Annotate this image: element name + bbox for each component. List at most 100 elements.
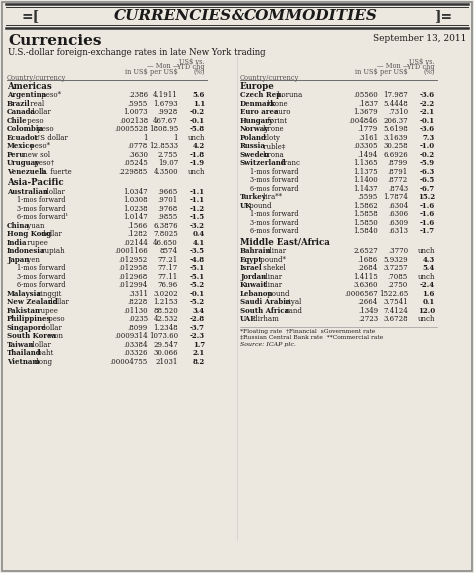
Text: Israel: Israel: [240, 264, 263, 272]
Text: -3.6: -3.6: [420, 125, 435, 134]
Text: -1.8: -1.8: [190, 151, 205, 159]
Text: 8.2: 8.2: [193, 358, 205, 366]
Text: .6313: .6313: [388, 227, 408, 236]
Text: YTD chg: YTD chg: [176, 63, 205, 71]
Text: 1.7: 1.7: [193, 341, 205, 349]
Text: Japan: Japan: [7, 256, 29, 264]
Text: Source: ICAP plc.: Source: ICAP plc.: [240, 342, 296, 347]
Text: in US$: in US$: [355, 68, 378, 76]
Text: 3.6360: 3.6360: [354, 281, 378, 289]
Text: .03305: .03305: [354, 142, 378, 150]
Text: -1.0: -1.0: [420, 142, 435, 150]
Text: 5.6: 5.6: [192, 91, 205, 99]
Text: Americas: Americas: [7, 82, 52, 91]
Text: (%): (%): [423, 68, 435, 76]
Text: .03384: .03384: [124, 341, 148, 349]
Text: rand: rand: [283, 307, 301, 315]
Text: 3.4: 3.4: [193, 307, 205, 315]
Text: -2.4: -2.4: [420, 281, 435, 289]
Text: September 13, 2011: September 13, 2011: [373, 34, 466, 43]
Text: 1.1375: 1.1375: [354, 168, 378, 176]
Text: -0.1: -0.1: [190, 117, 205, 125]
Text: ruble‡: ruble‡: [261, 142, 286, 150]
Text: 3-mos forward: 3-mos forward: [250, 176, 299, 185]
Text: 21031: 21031: [155, 358, 178, 366]
Text: -5.9: -5.9: [420, 159, 435, 167]
Text: .8799: .8799: [388, 159, 408, 167]
Text: 1808.95: 1808.95: [149, 125, 178, 134]
Text: krona: krona: [261, 151, 284, 159]
Text: .012968: .012968: [119, 273, 148, 281]
Text: -1.1: -1.1: [190, 188, 205, 196]
Text: -3.2: -3.2: [190, 222, 205, 230]
Text: new sol: new sol: [21, 151, 50, 159]
Text: 4.2: 4.2: [193, 142, 205, 150]
Text: 42.532: 42.532: [154, 315, 178, 323]
Text: Kuwait: Kuwait: [240, 281, 268, 289]
Text: .02144: .02144: [123, 239, 148, 247]
Text: unch: unch: [418, 273, 435, 281]
Text: -6.3: -6.3: [420, 168, 435, 176]
Text: -0.1: -0.1: [420, 117, 435, 125]
Text: 2.755: 2.755: [158, 151, 178, 159]
Text: koruna: koruna: [275, 91, 303, 99]
Text: -1.5: -1.5: [190, 213, 205, 221]
Text: .0005528: .0005528: [114, 125, 148, 134]
Text: Indonesia: Indonesia: [7, 247, 46, 255]
Text: ‡Russian Central Bank rate  **Commercial rate: ‡Russian Central Bank rate **Commercial …: [240, 335, 383, 340]
Text: 1.1437: 1.1437: [354, 185, 378, 193]
Text: .1566: .1566: [128, 222, 148, 230]
Text: Europe: Europe: [240, 82, 275, 91]
Text: -1.6: -1.6: [420, 210, 435, 218]
Text: 2.6527: 2.6527: [353, 247, 378, 255]
Text: Brazil: Brazil: [7, 100, 31, 108]
Text: rupee: rupee: [36, 307, 58, 315]
Text: COMMODITIES: COMMODITIES: [244, 9, 378, 23]
Text: US$ vs.: US$ vs.: [410, 58, 435, 66]
Text: Currencies: Currencies: [8, 34, 101, 48]
Text: .8099: .8099: [128, 324, 148, 332]
Text: .1779: .1779: [358, 125, 378, 134]
Text: U.S.-dollar foreign-exchange rates in late New York trading: U.S.-dollar foreign-exchange rates in la…: [8, 48, 265, 57]
Text: Country/currency: Country/currency: [240, 74, 300, 82]
Text: 19.07: 19.07: [158, 159, 178, 167]
Text: .0001166: .0001166: [114, 247, 148, 255]
Text: 4.3500: 4.3500: [154, 168, 178, 176]
Text: Bahrain: Bahrain: [240, 247, 272, 255]
Text: New Zealand: New Zealand: [7, 298, 58, 306]
Text: krone: krone: [265, 100, 287, 108]
Text: .3311: .3311: [128, 290, 148, 298]
Text: Peru: Peru: [7, 151, 26, 159]
Text: 1.6: 1.6: [423, 290, 435, 298]
Text: 1522.65: 1522.65: [379, 290, 408, 298]
Text: Russia: Russia: [240, 142, 266, 150]
Text: -0.1: -0.1: [190, 290, 205, 298]
Text: .1349: .1349: [358, 307, 378, 315]
Text: 1.0238: 1.0238: [123, 205, 148, 213]
Text: Hong Kong: Hong Kong: [7, 230, 51, 238]
Text: .5595: .5595: [358, 193, 378, 201]
Text: yen: yen: [25, 256, 40, 264]
Text: 12.8533: 12.8533: [149, 142, 178, 150]
Text: 77.21: 77.21: [158, 256, 178, 264]
Text: per US$: per US$: [150, 68, 178, 76]
Text: 1.0147: 1.0147: [123, 213, 148, 221]
Text: 29.547: 29.547: [153, 341, 178, 349]
Text: .004846: .004846: [349, 117, 378, 125]
Text: -1.1: -1.1: [190, 196, 205, 204]
Text: 6.3876: 6.3876: [154, 222, 178, 230]
Text: dollar: dollar: [28, 108, 51, 116]
Text: Malaysia: Malaysia: [7, 290, 42, 298]
Text: -3.5: -3.5: [190, 247, 205, 255]
Text: YTD chg: YTD chg: [406, 63, 435, 71]
Text: 6-mos forward¹: 6-mos forward¹: [17, 213, 68, 221]
Text: -1.2: -1.2: [190, 205, 205, 213]
Text: Czech Rep.: Czech Rep.: [240, 91, 283, 99]
Text: .0009314: .0009314: [114, 332, 148, 340]
Text: Philippines: Philippines: [7, 315, 51, 323]
Text: China: China: [7, 222, 30, 230]
Text: 5.4448: 5.4448: [383, 100, 408, 108]
Text: 12.0: 12.0: [418, 307, 435, 315]
Text: .9855: .9855: [158, 213, 178, 221]
Text: .1494: .1494: [358, 151, 378, 159]
